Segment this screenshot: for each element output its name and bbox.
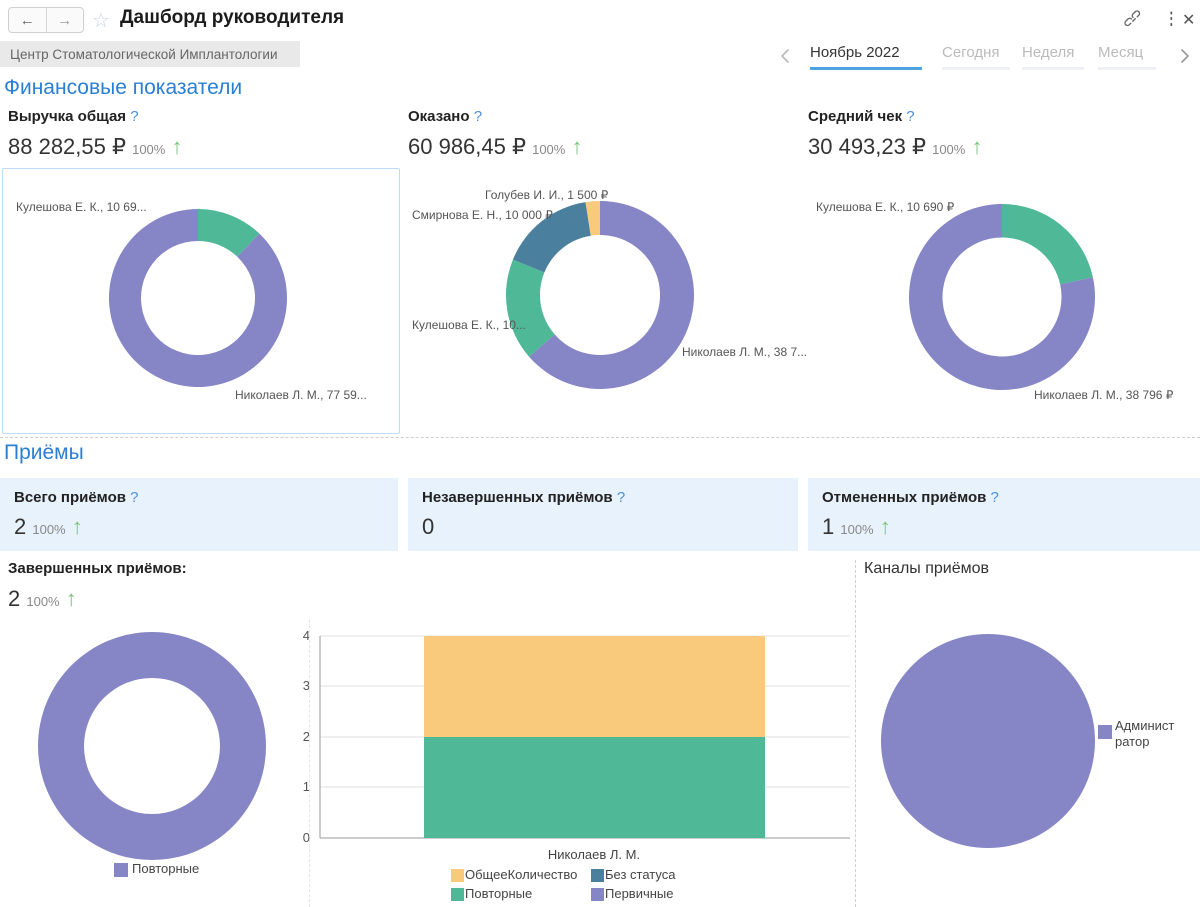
svg-text:Николаев Л. М.: Николаев Л. М. — [548, 847, 640, 862]
